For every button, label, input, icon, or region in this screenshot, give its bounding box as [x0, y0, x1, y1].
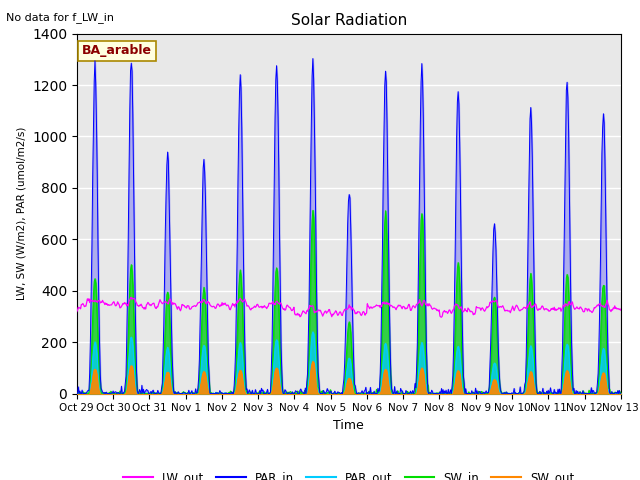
X-axis label: Time: Time	[333, 419, 364, 432]
Text: BA_arable: BA_arable	[82, 44, 152, 58]
Title: Solar Radiation: Solar Radiation	[291, 13, 407, 28]
Text: No data for f_LW_in: No data for f_LW_in	[6, 12, 115, 23]
Y-axis label: LW, SW (W/m2), PAR (umol/m2/s): LW, SW (W/m2), PAR (umol/m2/s)	[17, 127, 26, 300]
Legend: LW_out, PAR_in, PAR_out, SW_in, SW_out: LW_out, PAR_in, PAR_out, SW_in, SW_out	[118, 466, 579, 480]
